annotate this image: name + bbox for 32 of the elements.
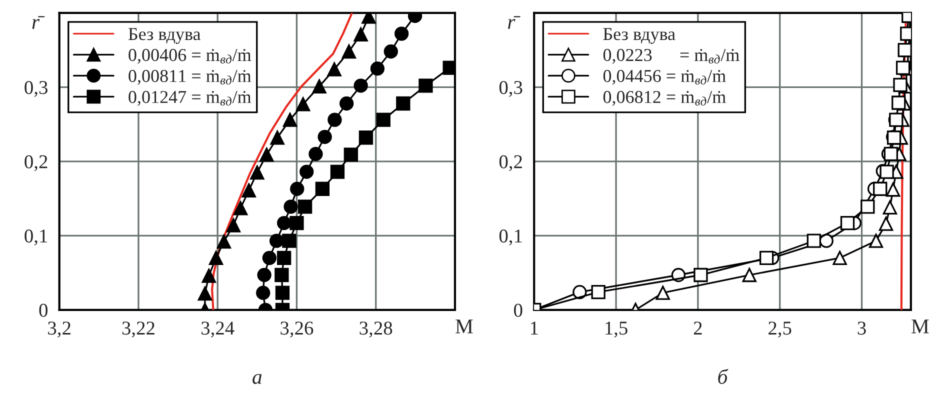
x-tick-label: 1 xyxy=(530,322,538,335)
y-tick-label: 0 xyxy=(39,304,48,317)
x-tick-label: 3,2 xyxy=(48,322,70,338)
x-axis-title: M xyxy=(912,320,929,334)
x-tick-label: 2 xyxy=(694,322,702,335)
legend-label: 0,04456 = ṁ$_{вд}$/ṁ xyxy=(603,70,726,85)
x-tick-label: 3,28 xyxy=(360,322,392,338)
x-axis-title: M xyxy=(456,320,473,334)
x-tick-label: 1,5 xyxy=(606,322,628,338)
legend-label: 0,00406 = ṁ$_{вд}$/ṁ xyxy=(128,48,252,64)
x-tick-label: 3,26 xyxy=(280,322,314,338)
x-tick-label: 3,22 xyxy=(122,322,154,338)
y-axis-title: r̄ xyxy=(508,16,520,29)
legend-label: 0,06812 = ṁ$_{вд}$/ṁ xyxy=(603,90,726,106)
y-tick-label: 0,3 xyxy=(499,80,522,97)
legend-label: 0,01247 = ṁ$_{вд}$/ṁ xyxy=(128,90,252,106)
x-tick-label: 3,24 xyxy=(202,322,234,338)
y-tick-label: 0,2 xyxy=(24,155,48,172)
x-tick-label: 2,5 xyxy=(768,322,792,338)
y-axis-title: r̄ xyxy=(32,16,45,29)
text: б xyxy=(718,368,728,384)
legend-label: Без вдува xyxy=(128,28,201,44)
legend-label: 0,00811 = ṁ$_{вд}$/ṁ xyxy=(128,70,252,85)
text: а xyxy=(252,374,262,384)
legend-label: Без вдува xyxy=(603,28,676,44)
y-tick-label: 0 xyxy=(514,304,522,317)
x-tick-label: 3 xyxy=(858,322,866,335)
y-tick-label: 0,1 xyxy=(499,229,522,246)
y-tick-label: 0,3 xyxy=(24,80,48,97)
legend-label: 0,0223 = ṁ$_{вд}$/ṁ xyxy=(603,48,740,64)
y-tick-label: 0,2 xyxy=(499,155,522,172)
y-tick-label: 0,1 xyxy=(24,229,48,246)
